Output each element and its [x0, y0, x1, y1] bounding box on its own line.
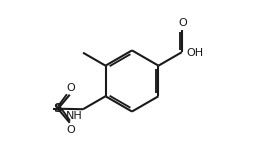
Text: OH: OH	[187, 48, 204, 58]
Text: NH: NH	[65, 111, 82, 121]
Text: S: S	[54, 102, 63, 115]
Text: O: O	[178, 18, 187, 28]
Text: O: O	[66, 83, 75, 93]
Text: O: O	[66, 125, 75, 135]
